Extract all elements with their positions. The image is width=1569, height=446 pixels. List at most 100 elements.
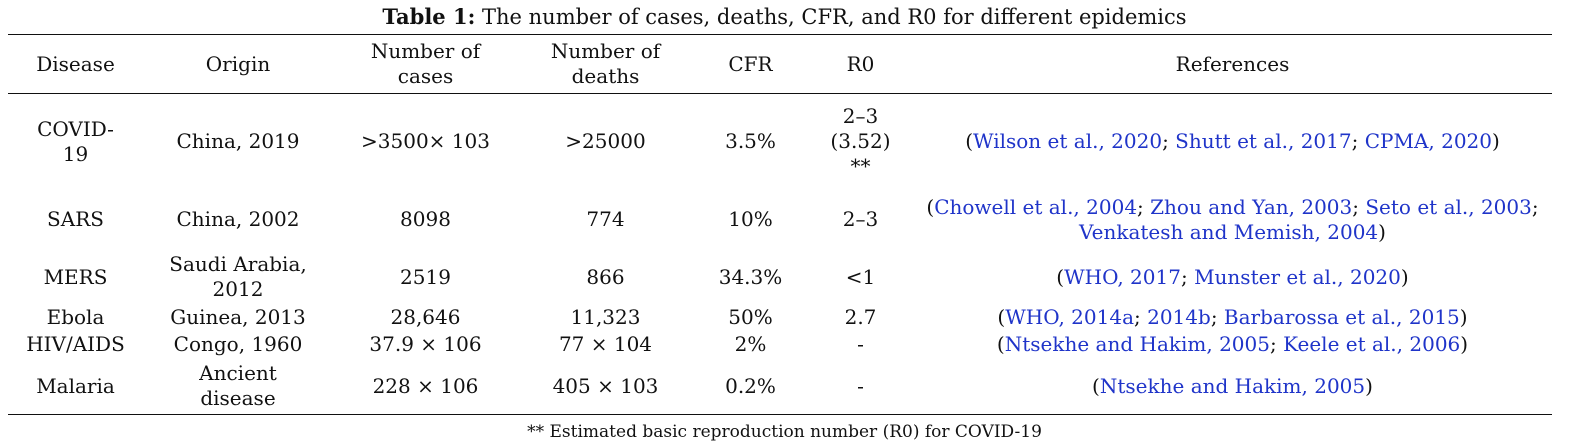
cell-origin: Guinea, 2013 — [170, 305, 306, 329]
cell-origin: Congo, 1960 — [173, 332, 303, 356]
origin-line-1: Saudi Arabia, — [169, 252, 307, 276]
cell-disease: MERS — [43, 264, 108, 289]
citation-separator: ; — [1210, 305, 1224, 329]
cell-references: (Chowell et al., 2004; Zhou and Yan, 200… — [913, 190, 1552, 250]
ref-open-paren: ( — [1092, 373, 1100, 398]
header-disease: Disease — [36, 51, 115, 76]
table-row-ebola: Ebola Guinea, 2013 28,646 11,323 50% 2.7… — [8, 305, 1552, 331]
citation-link[interactable]: Wilson et al., 2020 — [973, 129, 1163, 154]
epidemics-table: Disease Origin Number of cases Number of d… — [8, 34, 1552, 415]
cell-deaths: 866 — [586, 264, 625, 289]
header-cases-line-1: Number of — [370, 39, 481, 63]
cell-origin: Ancient disease — [143, 359, 333, 415]
header-cfr: CFR — [728, 51, 773, 76]
cell-disease: Malaria — [36, 373, 115, 398]
citation-link[interactable]: WHO, 2017 — [1064, 264, 1181, 289]
ref-close-paren: ) — [1365, 373, 1373, 398]
citation-link[interactable]: Zhou and Yan, 2003 — [1150, 194, 1353, 219]
citation-link[interactable]: Ntsekhe and Hakim, 2005 — [1099, 373, 1366, 398]
cell-cases: 2519 — [400, 264, 451, 289]
r0-line-3: ** — [850, 154, 871, 179]
cell-origin: Saudi Arabia, 2012 — [143, 250, 333, 305]
cell-references: (WHO, 2017; Munster et al., 2020) — [913, 250, 1552, 305]
table-caption: Table 1: The number of cases, deaths, CF… — [0, 4, 1569, 30]
ref-open-paren: ( — [1056, 264, 1065, 289]
citation-separator: ; — [1137, 194, 1151, 219]
ref-close-paren: ) — [1460, 332, 1469, 356]
cell-cases: 8098 — [400, 207, 451, 231]
citation-separator: ; — [1531, 194, 1539, 219]
cell-r0: - — [857, 373, 864, 398]
cell-references: (Ntsekhe and Hakim, 2005) — [913, 359, 1552, 415]
cell-cfr: 3.5% — [725, 129, 776, 154]
cell-r0: 2–3 (3.52) ** — [808, 94, 913, 190]
cell-deaths: 11,323 — [570, 305, 641, 329]
cell-references: (Ntsekhe and Hakim, 2005; Keele et al., … — [913, 331, 1552, 359]
cell-cfr: 10% — [728, 207, 773, 231]
cell-r0: 2.7 — [844, 305, 877, 329]
table-row-sars: SARS China, 2002 8098 774 10% 2–3 (Chowe… — [8, 190, 1552, 250]
cell-cases: 28,646 — [390, 305, 461, 329]
header-references: References — [1175, 51, 1290, 76]
cell-deaths: 774 — [586, 207, 625, 231]
citation-link[interactable]: CPMA, 2020 — [1364, 129, 1492, 154]
ref-close-paren: ) — [1459, 305, 1468, 329]
table-caption-label: Table 1: — [382, 4, 476, 29]
header-r0: R0 — [846, 51, 875, 76]
citation-separator: ; — [1269, 332, 1284, 356]
disease-line-1: COVID- — [37, 116, 114, 141]
citation-separator: ; — [1180, 264, 1195, 289]
table-footnote: ** Estimated basic reproduction number (… — [527, 422, 1042, 442]
cell-disease: SARS — [47, 207, 104, 231]
citation-separator: ; — [1351, 129, 1365, 154]
r0-line-1: 2–3 — [842, 104, 879, 129]
citation-link[interactable]: Ntsekhe and Hakim, 2005 — [1004, 332, 1270, 356]
ref-close-paren: ) — [1378, 219, 1386, 244]
cell-references: (WHO, 2014a; 2014b; Barbarossa et al., 2… — [913, 305, 1552, 331]
r0-line-2: (3.52) — [830, 129, 891, 154]
citation-separator: ; — [1134, 305, 1148, 329]
cell-cases: 228 × 106 — [372, 373, 479, 398]
citation-link[interactable]: Keele et al., 2006 — [1283, 332, 1461, 356]
cell-disease: HIV/AIDS — [26, 332, 125, 356]
citation-link[interactable]: Barbarossa et al., 2015 — [1223, 305, 1460, 329]
cell-cfr: 2% — [734, 332, 767, 356]
cell-cfr: 0.2% — [725, 373, 776, 398]
ref-open-paren: ( — [965, 129, 973, 154]
citation-link[interactable]: Venkatesh and Memish, 2004 — [1079, 219, 1379, 244]
citation-link[interactable]: Chowell et al., 2004 — [934, 194, 1138, 219]
cell-origin: China, 2002 — [176, 207, 300, 231]
header-cases-line-2: cases — [397, 64, 454, 88]
table-caption-text: The number of cases, deaths, CFR, and R0… — [475, 5, 1187, 29]
header-deaths-line-2: deaths — [571, 64, 640, 88]
table-header-row: Disease Origin Number of cases Number of d… — [8, 34, 1552, 94]
cell-r0: <1 — [845, 264, 876, 289]
table-row-hiv-aids: HIV/AIDS Congo, 1960 37.9 × 106 77 × 104… — [8, 331, 1552, 359]
cell-disease: COVID- 19 — [8, 94, 143, 190]
origin-line-1: Ancient — [199, 361, 277, 386]
citation-link[interactable]: Seto et al., 2003 — [1365, 194, 1532, 219]
cell-deaths: 77 × 104 — [558, 332, 653, 356]
ref-close-paren: ) — [1492, 129, 1500, 154]
ref-open-paren: ( — [997, 305, 1006, 329]
citation-link[interactable]: WHO, 2014a — [1005, 305, 1134, 329]
citation-link[interactable]: 2014b — [1147, 305, 1211, 329]
cell-cfr: 50% — [728, 305, 773, 329]
ref-open-paren: ( — [996, 332, 1005, 356]
cell-deaths: >25000 — [565, 129, 646, 154]
cell-cases: >3500× 103 — [361, 129, 490, 154]
cell-r0: 2–3 — [842, 207, 879, 231]
citation-link[interactable]: Munster et al., 2020 — [1194, 264, 1401, 289]
origin-line-2: 2012 — [212, 277, 264, 301]
citation-link[interactable]: Shutt et al., 2017 — [1175, 129, 1352, 154]
table-row-covid-19: COVID- 19 China, 2019 >3500× 103 >25000 3… — [8, 94, 1552, 190]
disease-line-2: 19 — [62, 141, 89, 166]
header-number-of-cases: Number of cases — [333, 35, 518, 94]
ref-open-paren: ( — [926, 194, 935, 219]
citation-separator: ; — [1162, 129, 1176, 154]
cell-cases: 37.9 × 106 — [369, 332, 482, 356]
cell-references: (Wilson et al., 2020; Shutt et al., 2017… — [913, 94, 1552, 190]
cell-cfr: 34.3% — [718, 264, 783, 289]
header-number-of-deaths: Number of deaths — [518, 35, 693, 94]
header-origin: Origin — [205, 51, 271, 76]
